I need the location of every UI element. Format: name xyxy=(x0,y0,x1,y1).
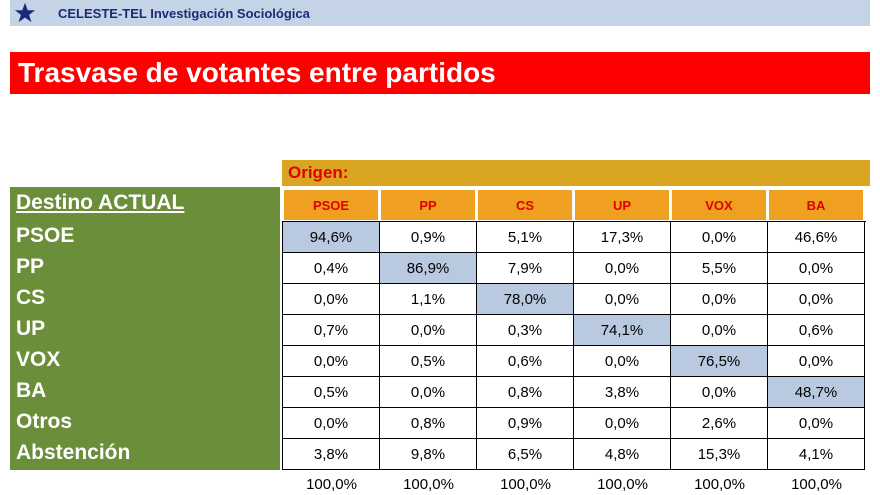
table-cell: 5,1% xyxy=(477,222,574,253)
total-cell: 100,0% xyxy=(403,475,454,493)
row-label: PP xyxy=(16,255,45,278)
column-header-up: UP xyxy=(575,190,669,220)
table-cell: 7,9% xyxy=(477,253,574,284)
table-cell: 0,9% xyxy=(380,222,477,253)
table-cell: 0,0% xyxy=(768,253,865,284)
total-cell: 100,0% xyxy=(597,475,648,493)
destination-label: Destino ACTUAL xyxy=(16,191,185,214)
row-label: BA xyxy=(16,379,47,402)
row-label: PSOE xyxy=(16,224,75,247)
vote-transfer-table: 94,6% 0,9% 5,1% 17,3% 0,0% 46,6% 0,4% 86,9% 7,9%… xyxy=(282,221,866,470)
table-cell: 0,0% xyxy=(574,346,671,377)
page-title: Trasvase de votantes entre partidos xyxy=(18,57,496,88)
table-cell: 0,3% xyxy=(477,315,574,346)
table-cell: 0,0% xyxy=(671,315,768,346)
table-cell: 48,7% xyxy=(768,377,865,408)
column-header-pp: PP xyxy=(381,190,475,220)
table-cell: 6,5% xyxy=(477,439,574,470)
table-cell: 0,5% xyxy=(283,377,380,408)
column-header-cs: CS xyxy=(478,190,572,220)
column-header-psoe: PSOE xyxy=(284,190,378,220)
table-cell: 4,8% xyxy=(574,439,671,470)
table-cell: 0,0% xyxy=(380,377,477,408)
title-banner: Trasvase de votantes entre partidos xyxy=(10,52,870,94)
star-icon xyxy=(10,0,40,26)
table-cell: 86,9% xyxy=(380,253,477,284)
table-cell: 0,7% xyxy=(283,315,380,346)
organization-name: CELESTE-TEL Investigación Sociológica xyxy=(58,5,310,21)
column-header-ba: BA xyxy=(769,190,863,220)
table-cell: 0,0% xyxy=(768,346,865,377)
table-cell: 76,5% xyxy=(671,346,768,377)
column-header-vox: VOX xyxy=(672,190,766,220)
table-cell: 1,1% xyxy=(380,284,477,315)
table-cell: 0,0% xyxy=(768,408,865,439)
table-cell: 4,1% xyxy=(768,439,865,470)
row-label: UP xyxy=(16,317,46,340)
table-cell: 0,0% xyxy=(283,346,380,377)
table-cell: 3,8% xyxy=(574,377,671,408)
row-label: VOX xyxy=(16,348,61,371)
table-cell: 0,0% xyxy=(574,284,671,315)
table-cell: 78,0% xyxy=(477,284,574,315)
origin-header: Origen: xyxy=(282,160,870,186)
total-cell: 100,0% xyxy=(791,475,842,493)
origin-label: Origen: xyxy=(288,163,349,182)
table-cell: 0,0% xyxy=(380,315,477,346)
table-cell: 0,0% xyxy=(671,222,768,253)
table-cell: 0,4% xyxy=(283,253,380,284)
table-cell: 2,6% xyxy=(671,408,768,439)
table-cell: 0,8% xyxy=(477,377,574,408)
row-label: Otros xyxy=(16,410,73,433)
table-cell: 15,3% xyxy=(671,439,768,470)
table-cell: 9,8% xyxy=(380,439,477,470)
table-cell: 0,9% xyxy=(477,408,574,439)
table-cell: 0,6% xyxy=(768,315,865,346)
table-cell: 94,6% xyxy=(283,222,380,253)
table-cell: 5,5% xyxy=(671,253,768,284)
table-cell: 0,5% xyxy=(380,346,477,377)
table-cell: 0,8% xyxy=(380,408,477,439)
table-cell: 3,8% xyxy=(283,439,380,470)
table-cell: 0,0% xyxy=(671,284,768,315)
total-cell: 100,0% xyxy=(694,475,745,493)
total-cell: 100,0% xyxy=(500,475,551,493)
table-cell: 46,6% xyxy=(768,222,865,253)
table-cell: 74,1% xyxy=(574,315,671,346)
table-cell: 0,0% xyxy=(283,408,380,439)
table-cell: 0,0% xyxy=(768,284,865,315)
row-label: CS xyxy=(16,286,46,309)
table-cell: 0,6% xyxy=(477,346,574,377)
destination-column: Destino ACTUAL PSOE PP CS UP VOX BA Otro… xyxy=(10,187,280,470)
header-bar: CELESTE-TEL Investigación Sociológica xyxy=(10,0,870,26)
table-cell: 17,3% xyxy=(574,222,671,253)
total-cell: 100,0% xyxy=(306,475,357,493)
table-cell: 0,0% xyxy=(671,377,768,408)
table-cell: 0,0% xyxy=(283,284,380,315)
row-label: Abstención xyxy=(16,441,131,464)
table-cell: 0,0% xyxy=(574,408,671,439)
table-cell: 0,0% xyxy=(574,253,671,284)
